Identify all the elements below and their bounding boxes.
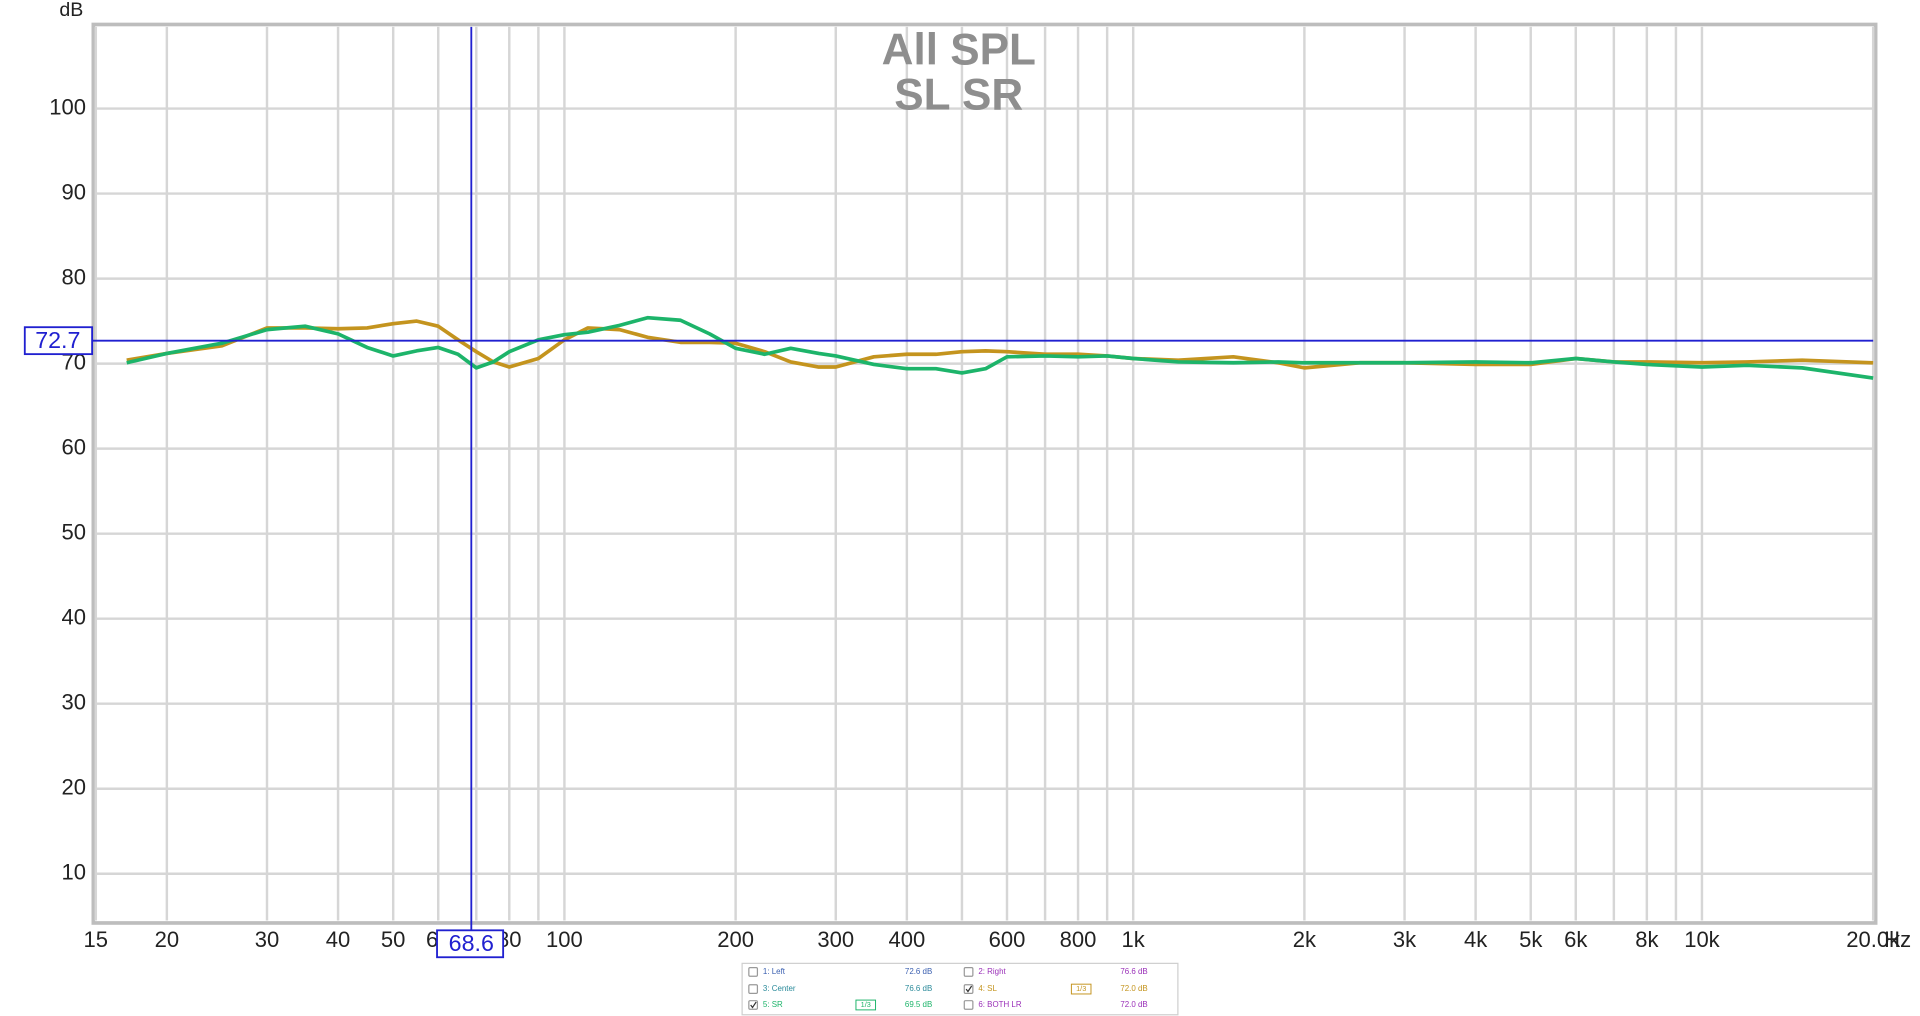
legend-level: 69.5 dB: [905, 1000, 932, 1009]
legend-name: 2: Right: [978, 967, 1006, 976]
cursor-y-box: [23, 326, 94, 356]
x-tick-label: 6k: [1564, 927, 1588, 952]
x-tick-label: 2k: [1293, 927, 1317, 952]
y-tick-label: 90: [61, 179, 85, 204]
x-tick-label: 300: [817, 927, 854, 952]
x-tick-label: 800: [1060, 927, 1097, 952]
legend-level: 76.6 dB: [1120, 967, 1147, 976]
cursor-x-box: [436, 929, 505, 959]
legend-smoothing: 1/3: [861, 1000, 871, 1009]
y-tick-label: 30: [61, 690, 85, 715]
legend-checkmark: [750, 1001, 757, 1009]
x-tick-label: 30: [255, 927, 279, 952]
y-axis-label: dB: [59, 0, 83, 21]
x-tick-label: 600: [989, 927, 1026, 952]
legend-checkbox[interactable]: [748, 984, 759, 994]
legend-checkbox[interactable]: [963, 967, 974, 977]
legend-name: 5: SR: [763, 1000, 783, 1009]
y-tick-label: 60: [61, 434, 85, 459]
legend-level: 72.0 dB: [1120, 1000, 1147, 1009]
x-tick-label: 8k: [1635, 927, 1659, 952]
legend-box: [741, 962, 1179, 1016]
legend-level: 72.0 dB: [1120, 984, 1147, 993]
x-tick-label: 3k: [1393, 927, 1417, 952]
x-tick-label: 10k: [1684, 927, 1720, 952]
cursor-x-label: 68.6: [449, 930, 494, 956]
legend-name: 6: BOTH LR: [978, 1000, 1021, 1009]
x-tick-label: 200: [717, 927, 754, 952]
x-tick-label: 100: [546, 927, 583, 952]
chart-title: All SPL: [882, 25, 1036, 74]
y-tick-label: 10: [61, 860, 85, 885]
legend-smoothing-box[interactable]: [1070, 983, 1092, 995]
cursor-y-label: 72.7: [35, 327, 80, 353]
plot-frame: [91, 22, 1878, 925]
y-tick-label: 50: [61, 519, 85, 544]
legend-smoothing-box[interactable]: [855, 999, 877, 1011]
x-tick-label: 400: [888, 927, 925, 952]
legend-name: 4: SL: [978, 984, 997, 993]
legend-name: 3: Center: [763, 984, 796, 993]
legend-checkbox[interactable]: [963, 1000, 974, 1010]
data-line: [126, 315, 1874, 380]
y-tick-label: 40: [61, 605, 85, 630]
x-tick-label: 50: [381, 927, 406, 952]
legend-smoothing: 1/3: [1076, 984, 1086, 993]
x-tick-label: 15: [84, 927, 109, 952]
y-tick-label: 80: [61, 264, 85, 289]
chart-subtitle: SL SR: [894, 71, 1023, 120]
grid: [94, 26, 1875, 921]
legend-checkmark: [965, 985, 973, 993]
legend-name: 1: Left: [763, 967, 786, 976]
x-axis-label: Hz: [1884, 927, 1911, 952]
x-tick-label: 40: [326, 927, 351, 952]
x-tick-label: 20.0k: [1846, 927, 1901, 952]
y-tick-label: 20: [61, 775, 85, 800]
legend-level: 72.6 dB: [905, 967, 932, 976]
y-tick-label: 100: [49, 94, 86, 119]
x-tick-label: 4k: [1464, 927, 1488, 952]
legend-checkbox[interactable]: [748, 967, 759, 977]
x-tick-label: 5k: [1519, 927, 1543, 952]
legend-level: 76.6 dB: [905, 984, 932, 993]
x-tick-label: 1k: [1122, 927, 1146, 952]
x-tick-label: 20: [155, 927, 180, 952]
